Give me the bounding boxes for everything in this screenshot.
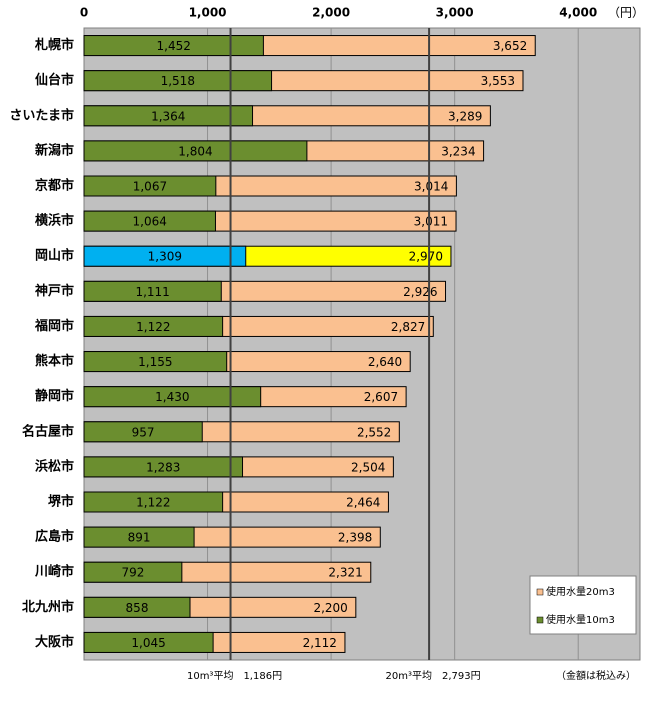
value-label: 2,552	[357, 425, 391, 439]
value-label: 3,234	[441, 144, 475, 158]
value-label: 2,970	[409, 250, 443, 264]
value-label: 2,200	[313, 601, 347, 615]
value-label: 1,518	[161, 74, 195, 88]
value-label: 1,122	[136, 320, 170, 334]
value-label: 1,155	[138, 355, 172, 369]
x-tick-label: 4,000	[559, 6, 597, 20]
unit-label: （円）	[608, 6, 644, 20]
value-label: 1,430	[155, 390, 189, 404]
category-label: 神戸市	[35, 283, 74, 299]
legend-label: 使用水量20m3	[546, 585, 615, 598]
bar	[83, 351, 228, 373]
value-label: 2,827	[391, 320, 425, 334]
x-tick-label: 3,000	[436, 6, 474, 20]
value-label: 1,283	[146, 460, 180, 474]
bar	[83, 245, 247, 267]
plot-area	[83, 27, 641, 661]
category-label: 福岡市	[34, 318, 74, 334]
value-label: 2,607	[364, 390, 398, 404]
category-label: 岡山市	[35, 248, 74, 264]
bar	[83, 596, 191, 618]
legend-swatch	[536, 616, 544, 624]
bar	[83, 526, 195, 548]
value-label: 858	[126, 601, 149, 615]
category-label: 仙台市	[35, 72, 74, 88]
category-label: さいたま市	[9, 107, 74, 123]
bar	[83, 70, 273, 92]
bar	[83, 35, 264, 57]
value-label: 2,640	[368, 355, 402, 369]
category-label: 京都市	[35, 178, 74, 194]
value-label: 2,321	[328, 566, 362, 580]
category-label: 浜松市	[35, 458, 74, 474]
category-label: 川崎市	[34, 564, 74, 580]
value-label: 2,464	[346, 496, 380, 510]
bar	[83, 210, 216, 232]
average-label: 10m³平均 1,186円	[187, 670, 282, 682]
x-tick-label: 2,000	[312, 6, 350, 20]
category-label: 熊本市	[35, 353, 74, 369]
note: （金額は税込み）	[556, 669, 636, 682]
category-label: 広島市	[35, 529, 74, 545]
legend-swatch	[536, 588, 544, 596]
value-label: 891	[128, 531, 151, 545]
bar	[83, 175, 217, 197]
x-tick-label: 1,000	[189, 6, 227, 20]
value-label: 3,553	[481, 74, 515, 88]
bar	[83, 315, 224, 337]
value-label: 3,014	[414, 180, 448, 194]
bar	[83, 386, 262, 408]
category-label: 札幌市	[34, 37, 74, 53]
category-label: 横浜市	[35, 213, 74, 229]
bar	[83, 631, 214, 653]
bar	[83, 280, 222, 302]
category-label: 名古屋市	[22, 423, 74, 439]
category-label: 静岡市	[35, 388, 74, 404]
average-label: 20m³平均 2,793円	[386, 670, 481, 682]
value-label: 2,112	[303, 636, 337, 650]
category-label: 北九州市	[22, 599, 74, 615]
bar	[83, 105, 254, 127]
value-label: 2,504	[351, 460, 385, 474]
value-label: 1,804	[178, 144, 212, 158]
bar	[83, 561, 183, 583]
value-label: 3,011	[414, 215, 448, 229]
value-label: 1,067	[133, 180, 167, 194]
value-label: 3,652	[493, 39, 527, 53]
category-label: 堺市	[48, 494, 74, 510]
legend-label: 使用水量10m3	[546, 613, 615, 626]
value-label: 792	[121, 566, 144, 580]
bar	[83, 421, 203, 443]
bar	[83, 140, 308, 162]
value-label: 2,398	[338, 531, 372, 545]
category-label: 新潟市	[35, 142, 74, 158]
value-label: 957	[132, 425, 155, 439]
bar	[83, 491, 224, 513]
value-label: 1,045	[131, 636, 165, 650]
legend-box	[529, 575, 637, 635]
value-label: 1,064	[133, 215, 167, 229]
x-tick-label: 0	[80, 6, 88, 20]
category-label: 大阪市	[35, 634, 74, 650]
value-label: 1,364	[151, 109, 185, 123]
value-label: 1,111	[135, 285, 169, 299]
bar	[83, 456, 244, 478]
value-label: 1,309	[148, 250, 182, 264]
value-label: 1,452	[157, 39, 191, 53]
value-label: 1,122	[136, 496, 170, 510]
value-label: 3,289	[448, 109, 482, 123]
value-label: 2,926	[403, 285, 437, 299]
